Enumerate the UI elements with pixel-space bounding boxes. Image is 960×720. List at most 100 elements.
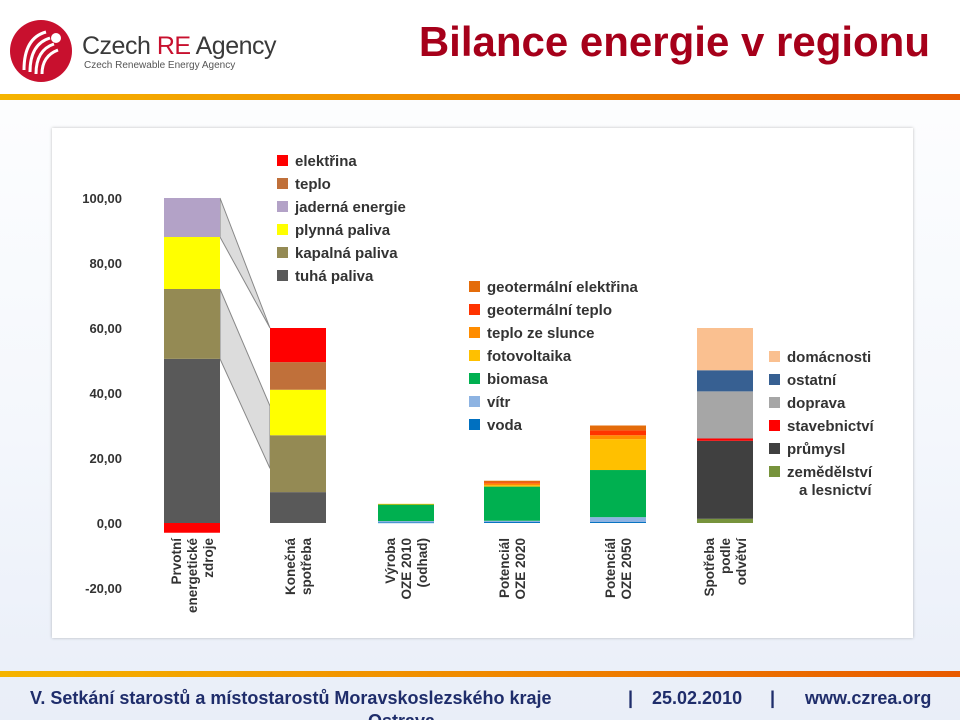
- legend-label: biomasa: [487, 371, 549, 388]
- legend-label: geotermální elektřina: [487, 279, 639, 296]
- footer-separator: |: [770, 688, 776, 708]
- category-label: Prvotníenergetickézdroje: [169, 537, 216, 613]
- category-label: PotenciálOZE 2020: [497, 538, 528, 600]
- legend-label: geotermální teplo: [487, 302, 612, 319]
- bar-segment: [270, 362, 326, 390]
- bar-segment: [484, 485, 540, 487]
- legend-label-line: domácnosti: [787, 349, 871, 366]
- legend-label: jaderná energie: [294, 199, 406, 216]
- legend-label: plynná paliva: [295, 222, 391, 239]
- legend-label: tuhá paliva: [295, 268, 374, 285]
- legend-label-line: teplo: [295, 176, 331, 193]
- category-label: Spotřebapodleodvětví: [702, 537, 749, 597]
- header: Czech RE Agency Czech Renewable Energy A…: [0, 0, 960, 96]
- bar-segment: [484, 520, 540, 523]
- bar-segment: [590, 470, 646, 518]
- category-label: PotenciálOZE 2050: [603, 538, 634, 600]
- bar-segment: [484, 480, 540, 483]
- footer: V. Setkání starostů a místostarostů Mora…: [0, 680, 960, 720]
- bar-segment: [590, 425, 646, 431]
- category-label: Konečnáspotřeba: [283, 538, 314, 596]
- legend-swatch: [469, 373, 480, 384]
- bottom-divider-stripe: [0, 671, 960, 677]
- bar-segment: [378, 504, 434, 522]
- legend-label-line: plynná paliva: [295, 222, 391, 239]
- legend-swatch: [769, 466, 780, 477]
- category-label-line: podle: [718, 538, 733, 574]
- bar-segment: [697, 518, 753, 523]
- logo-name-post: Agency: [190, 32, 277, 60]
- bar-segment: [697, 440, 753, 519]
- legend-swatch: [277, 201, 288, 212]
- bar-segment: [697, 391, 753, 439]
- bar-segment: [484, 483, 540, 486]
- category-label-line: OZE 2010: [399, 538, 414, 600]
- y-tick-label: 60,00: [89, 321, 122, 336]
- category-label-line: Potenciál: [497, 538, 512, 598]
- legend-swatch: [277, 155, 288, 166]
- legend-swatch: [277, 224, 288, 235]
- bar-segment: [164, 289, 220, 359]
- legend-label-line: tuhá paliva: [295, 268, 374, 285]
- legend-label: ostatní: [787, 372, 837, 389]
- logo-name-re: RE: [156, 32, 191, 60]
- category-label-line: Potenciál: [603, 538, 618, 598]
- legend-label: domácnosti: [787, 349, 871, 366]
- legend-swatch: [469, 350, 480, 361]
- footer-url-link[interactable]: www.czrea.org: [805, 688, 932, 708]
- legend-swatch: [469, 419, 480, 430]
- legend-label: vítr: [487, 394, 511, 411]
- logo-name: Czech RE Agency: [82, 32, 277, 61]
- legend-swatch: [469, 281, 480, 292]
- category-label-line: OZE 2050: [619, 538, 634, 600]
- footer-event-text: V. Setkání starostů a místostarostů Mora…: [30, 688, 552, 708]
- bar-segment: [270, 435, 326, 493]
- legend-label: zemědělství a lesnictví: [787, 464, 873, 499]
- y-tick-label: 20,00: [89, 451, 122, 466]
- legend-label: doprava: [787, 395, 846, 412]
- bar-segment: [590, 522, 646, 523]
- bar-segment: [697, 328, 753, 371]
- legend-swatch: [469, 327, 480, 338]
- category-label-line: Spotřeba: [702, 538, 717, 597]
- legend-swatch: [277, 247, 288, 258]
- legend-label: teplo ze slunce: [487, 325, 595, 342]
- legend-swatch: [469, 396, 480, 407]
- bar-segment: [270, 492, 326, 523]
- legend-label: voda: [487, 417, 523, 434]
- legend-label-line: a lesnictví: [799, 482, 872, 499]
- bar-segment: [697, 438, 753, 441]
- legend-label-line: průmysl: [787, 441, 845, 458]
- category-label-line: zdroje: [201, 538, 216, 578]
- legend-swatch: [769, 443, 780, 454]
- bar-segment: [484, 486, 540, 521]
- y-tick-label: 0,00: [97, 516, 122, 531]
- y-tick-label: -20,00: [85, 581, 122, 596]
- legend-label: stavebnictví: [787, 418, 875, 435]
- bar-segment: [164, 198, 220, 237]
- legend-swatch: [769, 397, 780, 408]
- legend-label: kapalná paliva: [295, 245, 398, 262]
- bar-segment: [164, 237, 220, 289]
- bar-segment: [484, 482, 540, 484]
- legend-label-line: geotermální teplo: [487, 302, 612, 319]
- legend-swatch: [769, 420, 780, 431]
- bar-segment: [590, 430, 646, 436]
- logo-emblem-icon: [10, 20, 72, 82]
- czech-re-agency-logo[interactable]: Czech RE Agency Czech Renewable Energy A…: [8, 18, 278, 84]
- footer-location-text: Ostrava: [368, 711, 435, 720]
- legend-swatch: [277, 270, 288, 281]
- bar-segment: [590, 517, 646, 523]
- legend-swatch: [769, 374, 780, 385]
- category-label-line: spotřeba: [299, 538, 314, 596]
- bar-segment: [697, 370, 753, 392]
- legend-label-line: doprava: [787, 395, 846, 412]
- bar-segment: [590, 439, 646, 471]
- legend-label-line: kapalná paliva: [295, 245, 398, 262]
- y-tick-label: 100,00: [82, 191, 122, 206]
- page-title: Bilance energie v regionu: [418, 18, 930, 65]
- legend-label-line: stavebnictví: [787, 418, 875, 435]
- bar-segment: [484, 522, 540, 523]
- y-tick-label: 80,00: [89, 256, 122, 271]
- legend-label: elektřina: [295, 153, 357, 170]
